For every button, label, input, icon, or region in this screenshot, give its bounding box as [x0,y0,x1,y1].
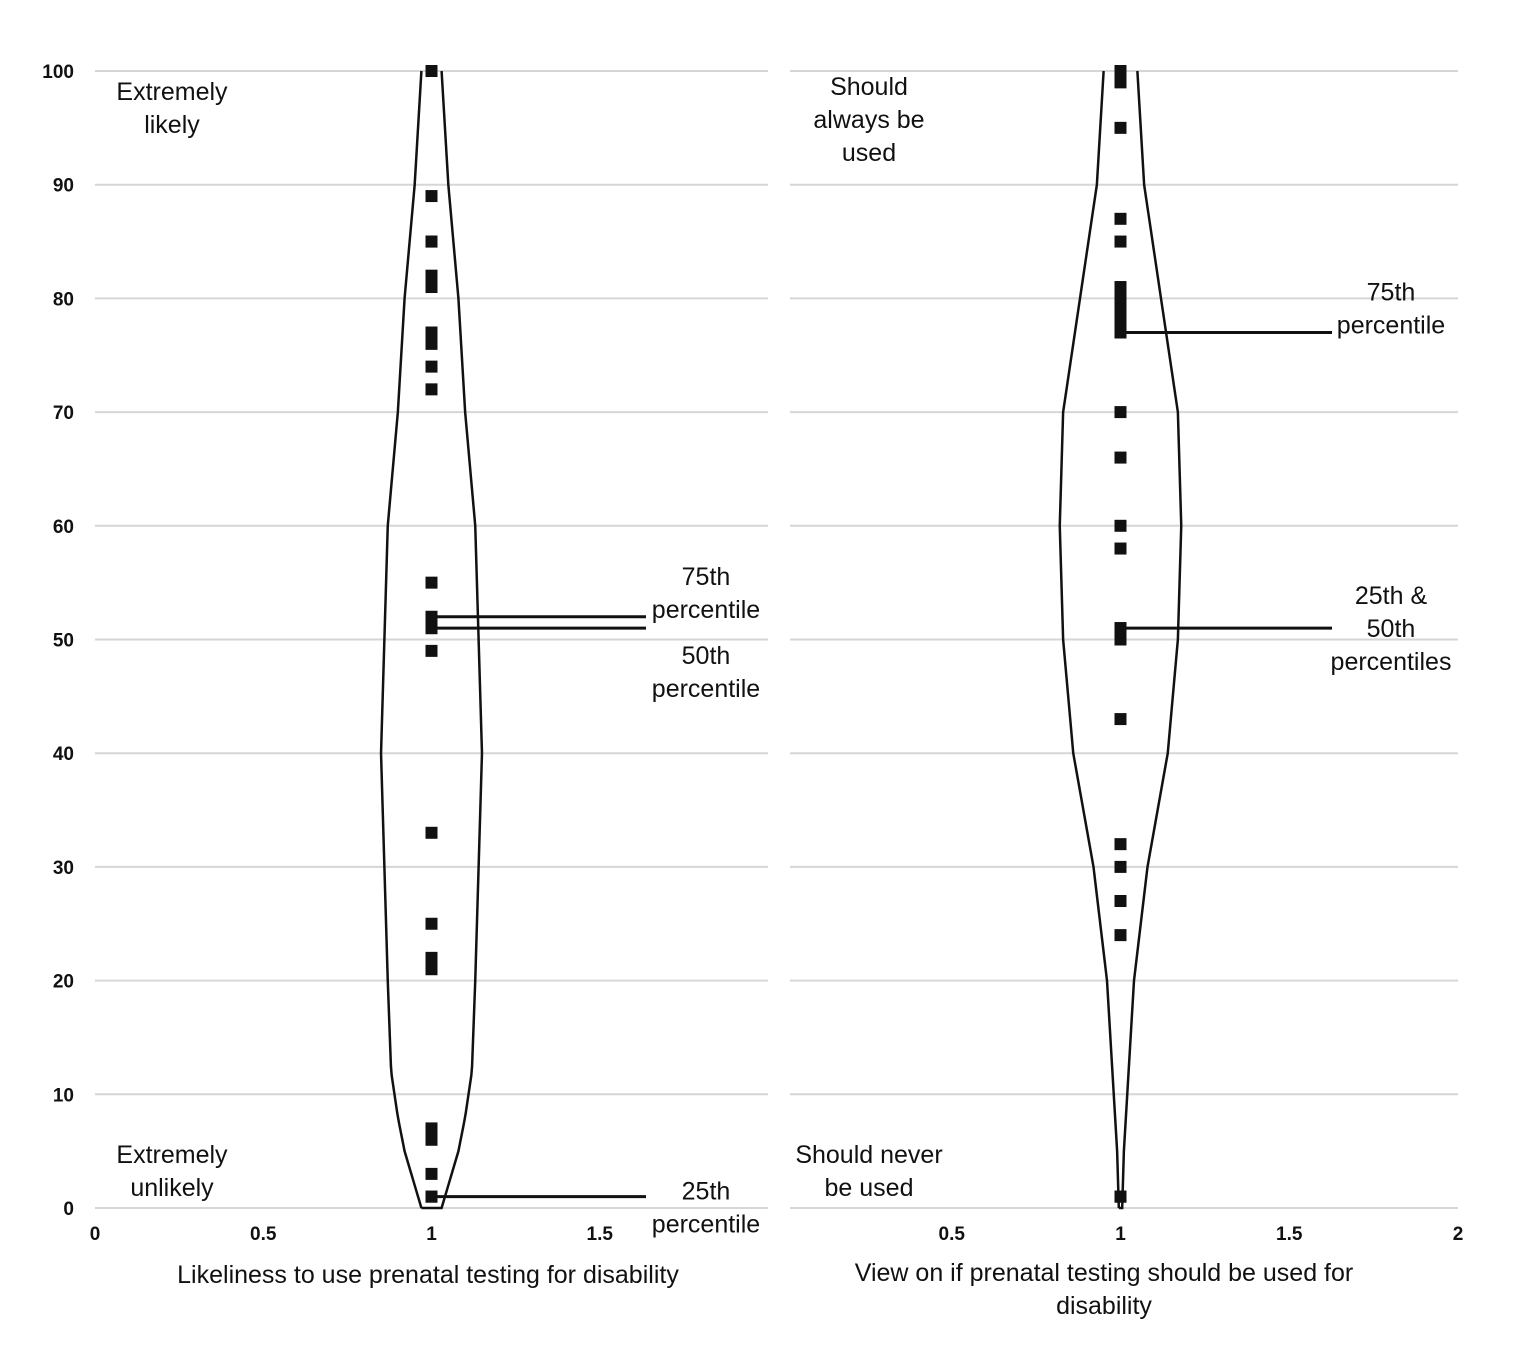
scale-bottom-annotation-line: be used [825,1174,914,1202]
data-point [1114,121,1127,134]
chart-panel-likeliness: 0 10 20 30 40 50 60 70 80 90 100 0 0.5 1 1.5 Likeliness… [42,62,768,1289]
scale-bottom-annotation-line: Should never [795,1141,942,1169]
data-point [425,644,438,657]
percentile-label: 25th percentile [652,1178,760,1239]
x-axis-label-line: View on if prenatal testing should be us… [855,1259,1353,1287]
x-axis-label-line: disability [1056,1292,1152,1320]
x-tick-label: 2 [1453,1224,1464,1245]
data-point [1114,860,1127,873]
data-point [1114,212,1127,225]
scale-top-annotation: Extremely likely [116,78,228,139]
data-point [1114,838,1127,851]
y-tick-label: 30 [53,858,74,879]
scale-top-annotation-line: always be [813,106,924,134]
y-tick-label: 80 [53,289,74,310]
data-point [425,269,438,282]
scale-top-annotation-line: used [842,139,896,167]
percentile-label-line: 25th & [1355,582,1428,610]
data-point [425,1167,438,1180]
violin-outline [379,70,484,1210]
x-tick-label: 1 [1115,1224,1126,1245]
data-point [425,326,438,339]
percentile-label-line: percentile [652,675,760,703]
data-point [425,576,438,589]
x-tick-label: 1 [426,1224,437,1245]
percentile-label: 75th percentile [1337,279,1445,340]
data-point [1114,281,1127,294]
percentile-label: 75th percentile [652,563,760,624]
x-tick-label: 0.5 [939,1224,966,1245]
x-tick-label: 1.5 [587,1224,614,1245]
data-point [425,951,438,964]
data-point [425,281,438,294]
data-point [425,1133,438,1146]
x-axis-label-line: Likeliness to use prenatal testing for d… [177,1261,679,1289]
data-point [1114,1190,1127,1203]
scale-top-annotation-line: Extremely [116,78,228,106]
data-point [1114,633,1127,646]
data-point [425,826,438,839]
y-tick-label: 90 [53,176,74,197]
data-point [1114,519,1127,532]
data-point [425,360,438,373]
data-point [1114,76,1127,89]
percentile-label-line: 50th [682,642,731,670]
y-tick-label: 60 [53,517,74,538]
data-point [1114,406,1127,419]
data-point [425,235,438,248]
y-tick-label: 10 [53,1085,74,1106]
percentile-label-line: percentiles [1331,648,1452,676]
percentile-label-line: 25th [682,1178,731,1206]
data-point [425,1122,438,1135]
scale-top-annotation: Should always be used [813,73,924,167]
data-point [425,65,438,77]
data-point [425,917,438,930]
x-tick-label: 0 [90,1224,101,1245]
chart-panel-view: 0.5 1 1.5 2 View on if prenatal testing shou… [790,65,1463,1320]
y-tick-label: 50 [53,631,74,652]
scale-top-annotation-line: Should [830,73,908,101]
data-point [1114,713,1127,726]
y-tick-label: 0 [63,1199,74,1220]
data-point [1114,65,1127,77]
percentile-label-line: 75th [1367,279,1416,307]
percentile-label-line: 50th [1367,615,1416,643]
y-tick-label: 100 [42,62,74,83]
scale-bottom-annotation-line: unlikely [130,1174,214,1202]
scale-bottom-annotation: Should never be used [795,1141,942,1202]
x-axis-label: View on if prenatal testing should be us… [855,1259,1353,1320]
data-point [1114,303,1127,316]
data-point [425,190,438,203]
data-point [1114,315,1127,328]
scale-bottom-annotation-line: Extremely [116,1141,228,1169]
violin-outline [1058,70,1183,1210]
data-point [425,383,438,396]
scale-bottom-annotation: Extremely unlikely [116,1141,228,1202]
data-point [425,337,438,350]
data-point [1114,929,1127,942]
data-point [1114,235,1127,248]
percentile-label-line: percentile [1337,312,1445,340]
percentile-label-line: percentile [652,1211,760,1239]
data-point [1114,451,1127,464]
data-point [1114,542,1127,555]
x-axis-label: Likeliness to use prenatal testing for d… [177,1261,679,1289]
percentile-label: 25th & 50th percentiles [1331,582,1452,676]
percentile-label: 50th percentile [652,642,760,703]
y-tick-label: 70 [53,403,74,424]
data-point [425,963,438,976]
x-tick-label: 1.5 [1276,1224,1303,1245]
x-tick-label: 0.5 [250,1224,277,1245]
y-tick-label: 20 [53,972,74,993]
percentile-label-line: 75th [682,563,731,591]
y-tick-label: 40 [53,744,74,765]
data-point [1114,292,1127,305]
data-point [1114,895,1127,908]
scale-top-annotation-line: likely [144,111,200,139]
percentile-label-line: percentile [652,596,760,624]
